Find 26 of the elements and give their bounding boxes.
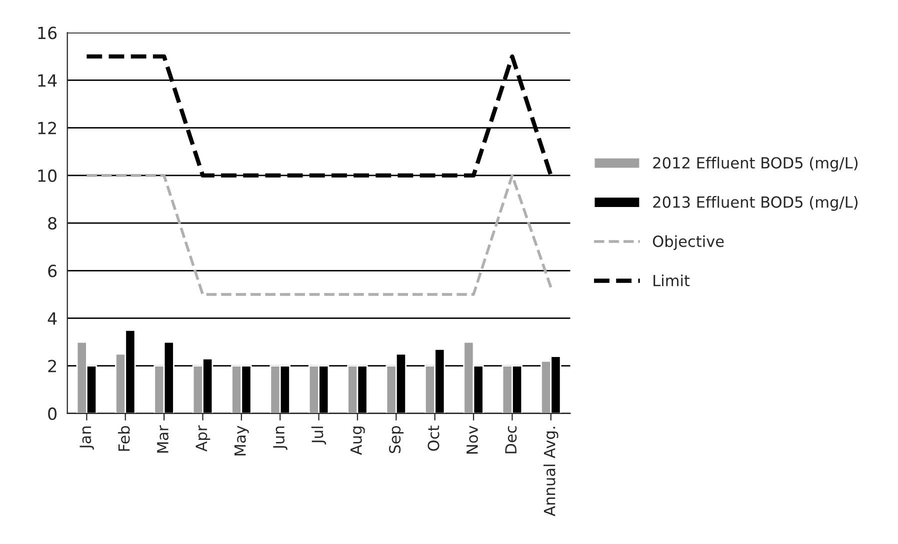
y-tick-label: 8 — [48, 217, 56, 230]
x-tick-label: May — [234, 426, 249, 456]
x-tick-label: Dec — [505, 426, 517, 454]
x-tick-label: Annual Avg. — [543, 426, 558, 516]
legend-label: Limit — [654, 274, 690, 286]
y-tick-label: 16 — [38, 26, 57, 40]
x-tick-label: Apr — [196, 425, 210, 452]
y-tick-label: 12 — [38, 122, 56, 134]
x-tick-label: Jan — [80, 426, 94, 450]
x-tick-label: Jun — [273, 426, 288, 450]
y-tick-label: 4 — [48, 312, 57, 325]
x-tick-label: Feb — [118, 426, 130, 451]
legend-label: 2012 Effluent BOD5 (mg/L) — [653, 156, 858, 172]
x-tick-label: Nov — [466, 426, 478, 454]
x-tick-label: Sep — [389, 426, 404, 454]
x-tick-label: Aug — [350, 426, 365, 455]
y-tick-label: 14 — [38, 74, 57, 87]
x-tick-label: Oct — [428, 426, 440, 451]
y-tick-label: 6 — [48, 264, 57, 278]
x-tick-label: Jul — [311, 426, 326, 444]
legend-label: 2013 Effluent BOD5 (mg/L) — [653, 196, 858, 211]
legend-label: Objective — [652, 235, 724, 250]
y-tick-label: 0 — [48, 407, 57, 420]
y-tick-label: 2 — [48, 360, 56, 372]
x-tick-label: Mar — [157, 425, 168, 453]
y-tick-label: 10 — [38, 169, 57, 182]
